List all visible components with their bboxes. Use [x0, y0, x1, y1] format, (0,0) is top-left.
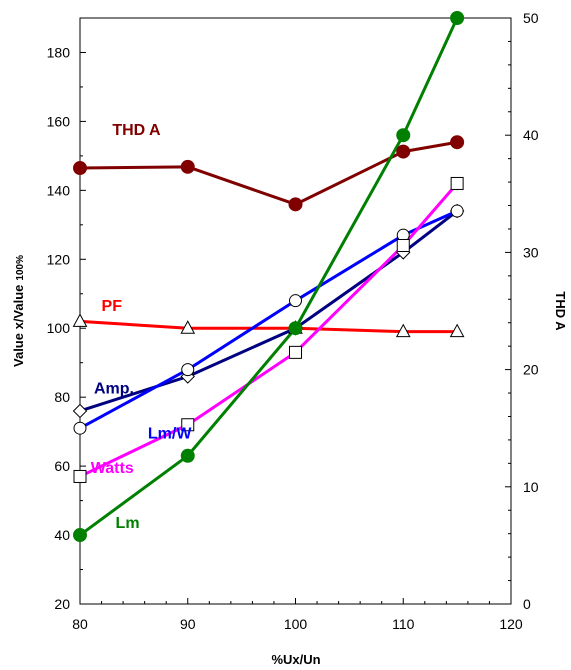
- y2-axis-title: THD A: [553, 291, 568, 331]
- y-tick-label-5: 120: [47, 251, 71, 267]
- x-tick-label-2: 100: [284, 616, 308, 632]
- x-tick-label-0: 80: [72, 616, 88, 632]
- point-lm-w-2: [289, 294, 302, 308]
- point-lm-4: [450, 11, 465, 25]
- series-lines: [79, 17, 459, 537]
- point-pf-0: [72, 313, 88, 327]
- y2-tick-label-0: 0: [523, 596, 531, 612]
- point-thd-a-1: [180, 159, 195, 174]
- y-axis-title-sub: 100%: [15, 255, 26, 281]
- y-tick-label-6: 140: [47, 182, 71, 198]
- y-axis-title: Value x/Value 100%: [11, 255, 26, 367]
- x-tick-label-1: 90: [180, 616, 196, 632]
- point-watts-3: [396, 239, 410, 253]
- point-lm-w-0: [73, 421, 87, 435]
- y2-tick-label-5: 50: [523, 10, 539, 26]
- series-line-lm: [79, 17, 459, 537]
- y-axis-title-main: Value x/Value: [11, 285, 26, 367]
- point-lm-3: [396, 128, 411, 143]
- plot-area: [79, 17, 512, 605]
- point-pf-4: [449, 323, 465, 338]
- x-axis-title: %Ux/Un: [271, 652, 320, 667]
- point-lm-1: [180, 448, 195, 463]
- y-tick-label-0: 20: [54, 596, 70, 612]
- point-thd-a-3: [396, 144, 411, 159]
- point-lm-2: [288, 321, 303, 336]
- series-label-watts: Watts: [91, 460, 134, 477]
- series-label-thd-a: THD A: [112, 122, 161, 139]
- x-tick-label-3: 110: [392, 616, 415, 632]
- point-thd-a-2: [288, 197, 303, 212]
- y-tick-label-3: 80: [54, 389, 70, 405]
- point-watts-1: [181, 418, 195, 432]
- y2-tick-label-1: 10: [523, 479, 539, 495]
- series-label-lm-w: Lm/W: [148, 426, 192, 443]
- y-tick-label-4: 100: [47, 320, 71, 336]
- point-watts-2: [289, 345, 302, 359]
- series-label-lm: Lm: [116, 515, 140, 532]
- point-thd-a-0: [73, 161, 87, 176]
- point-watts-4: [450, 176, 464, 190]
- axes: 80 90 100 110 120 20 40 60 80 100 120 140 160 180 0 10 2…: [47, 10, 539, 632]
- series-labels: THD A PF Amp. Lm/W Watts Lm: [91, 122, 193, 532]
- point-lm-w-4: [450, 204, 464, 218]
- series-label-pf: PF: [102, 298, 123, 315]
- point-pf-1: [180, 320, 196, 334]
- y-tick-label-8: 180: [47, 44, 71, 60]
- y-tick-label-2: 60: [54, 458, 70, 474]
- y-tick-label-7: 160: [47, 113, 71, 129]
- point-lm-0: [73, 528, 87, 543]
- y-tick-label-1: 40: [54, 527, 70, 543]
- point-amp-0: [72, 403, 88, 419]
- point-watts-0: [73, 469, 87, 483]
- y2-tick-label-4: 40: [523, 127, 539, 143]
- point-thd-a-4: [450, 135, 465, 150]
- point-pf-3: [395, 323, 411, 338]
- x-tick-label-4: 120: [499, 616, 523, 632]
- y2-tick-label-3: 30: [523, 244, 539, 260]
- series-label-amp: Amp.: [94, 381, 134, 398]
- plot-frame: [79, 17, 512, 605]
- series-markers: [72, 11, 465, 543]
- point-lm-w-1: [181, 363, 195, 377]
- y2-tick-label-2: 20: [523, 362, 539, 378]
